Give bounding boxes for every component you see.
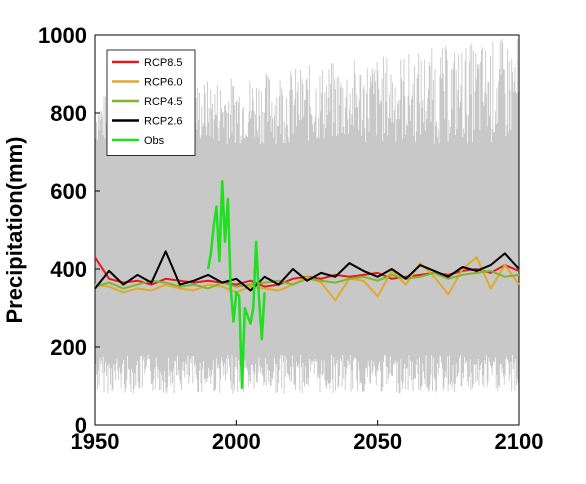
y-tick-label: 400 [50, 257, 87, 282]
x-tick-label: 2000 [212, 429, 261, 454]
series-line-rcp4-5 [94, 269, 520, 290]
legend: RCP8.5 RCP6.0 RCP4.5 RCP2.6 Obs [106, 49, 196, 156]
legend-label-rcp6-0: RCP6.0 [144, 77, 183, 89]
y-tick-label: 1000 [38, 23, 87, 48]
y-tick-label: 0 [75, 413, 87, 438]
series-line-obs [206, 180, 266, 390]
series-line-rcp6-0 [94, 256, 520, 302]
legend-box [106, 49, 196, 156]
series-line-rcp2-6 [94, 250, 520, 292]
ensemble-band [94, 38, 520, 394]
legend-label-obs: Obs [144, 135, 165, 147]
x-tick-label: 2100 [495, 429, 544, 454]
legend-label-rcp4-5: RCP4.5 [144, 96, 183, 108]
y-tick-label: 800 [50, 101, 87, 126]
legend-label-rcp2-6: RCP2.6 [144, 116, 183, 128]
y-tick-label: 200 [50, 335, 87, 360]
legend-label-rcp8-5: RCP8.5 [144, 57, 183, 69]
series-lines [94, 180, 520, 390]
x-tick-label: 2050 [353, 429, 402, 454]
plot-area-frame [94, 34, 520, 426]
y-tick-label: 600 [50, 179, 87, 204]
y-axis-title: Precipitation(mm) [2, 136, 27, 323]
x-tick-label: 1950 [71, 429, 120, 454]
axis-ticks: 1950 2000 2050 2100 0 200 400 600 800 1000 [38, 23, 543, 454]
